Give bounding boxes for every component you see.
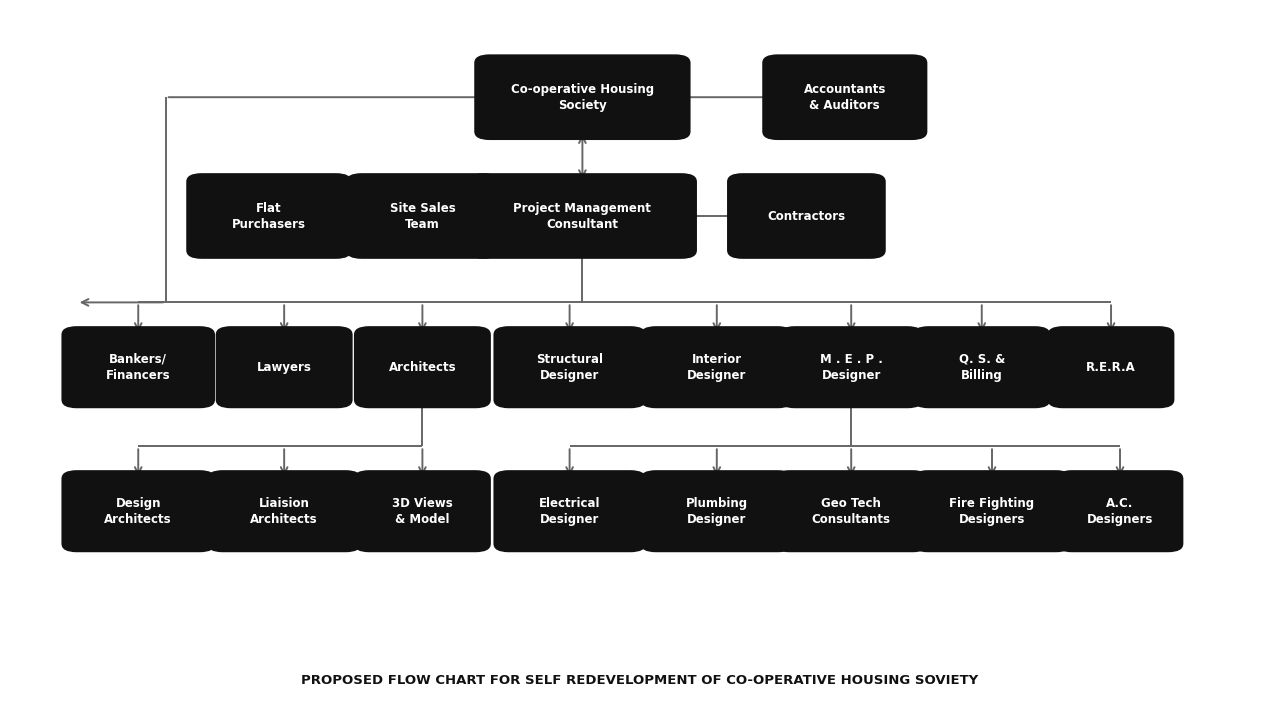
FancyBboxPatch shape — [207, 470, 361, 552]
Text: R.E.R.A: R.E.R.A — [1087, 361, 1135, 374]
Text: Lawyers: Lawyers — [257, 361, 311, 374]
FancyBboxPatch shape — [641, 326, 794, 408]
FancyBboxPatch shape — [61, 470, 215, 552]
FancyBboxPatch shape — [61, 326, 215, 408]
FancyBboxPatch shape — [774, 470, 928, 552]
Text: Fire Fighting
Designers: Fire Fighting Designers — [950, 497, 1034, 526]
Text: Structural
Designer: Structural Designer — [536, 353, 603, 382]
FancyBboxPatch shape — [494, 326, 646, 408]
Text: Project Management
Consultant: Project Management Consultant — [513, 202, 652, 230]
FancyBboxPatch shape — [353, 470, 492, 552]
Text: Plumbing
Designer: Plumbing Designer — [686, 497, 748, 526]
FancyBboxPatch shape — [763, 55, 927, 140]
FancyBboxPatch shape — [1057, 470, 1183, 552]
FancyBboxPatch shape — [913, 470, 1071, 552]
Text: A.C.
Designers: A.C. Designers — [1087, 497, 1153, 526]
FancyBboxPatch shape — [494, 470, 646, 552]
Text: Q. S. &
Billing: Q. S. & Billing — [959, 353, 1005, 382]
Text: 3D Views
& Model: 3D Views & Model — [392, 497, 453, 526]
Text: Liaision
Architects: Liaision Architects — [251, 497, 317, 526]
FancyBboxPatch shape — [475, 55, 691, 140]
FancyBboxPatch shape — [346, 174, 499, 259]
Text: Contractors: Contractors — [767, 210, 846, 222]
Text: Electrical
Designer: Electrical Designer — [539, 497, 600, 526]
Text: Interior
Designer: Interior Designer — [687, 353, 746, 382]
FancyBboxPatch shape — [914, 326, 1050, 408]
FancyBboxPatch shape — [187, 174, 351, 259]
Text: Design
Architects: Design Architects — [105, 497, 172, 526]
Text: Accountants
& Auditors: Accountants & Auditors — [804, 83, 886, 112]
Text: Geo Tech
Consultants: Geo Tech Consultants — [812, 497, 891, 526]
Text: Site Sales
Team: Site Sales Team — [389, 202, 456, 230]
FancyBboxPatch shape — [468, 174, 698, 259]
Text: Co-operative Housing
Society: Co-operative Housing Society — [511, 83, 654, 112]
FancyBboxPatch shape — [641, 470, 794, 552]
Text: Architects: Architects — [389, 361, 456, 374]
FancyBboxPatch shape — [1048, 326, 1175, 408]
Text: Bankers/
Financers: Bankers/ Financers — [106, 353, 170, 382]
FancyBboxPatch shape — [353, 326, 492, 408]
Text: PROPOSED FLOW CHART FOR SELF REDEVELOPMENT OF CO-OPERATIVE HOUSING SOVIETY: PROPOSED FLOW CHART FOR SELF REDEVELOPME… — [301, 674, 979, 687]
FancyBboxPatch shape — [727, 174, 886, 259]
FancyBboxPatch shape — [215, 326, 353, 408]
Text: M . E . P .
Designer: M . E . P . Designer — [819, 353, 883, 382]
Text: Flat
Purchasers: Flat Purchasers — [232, 202, 306, 230]
FancyBboxPatch shape — [780, 326, 923, 408]
